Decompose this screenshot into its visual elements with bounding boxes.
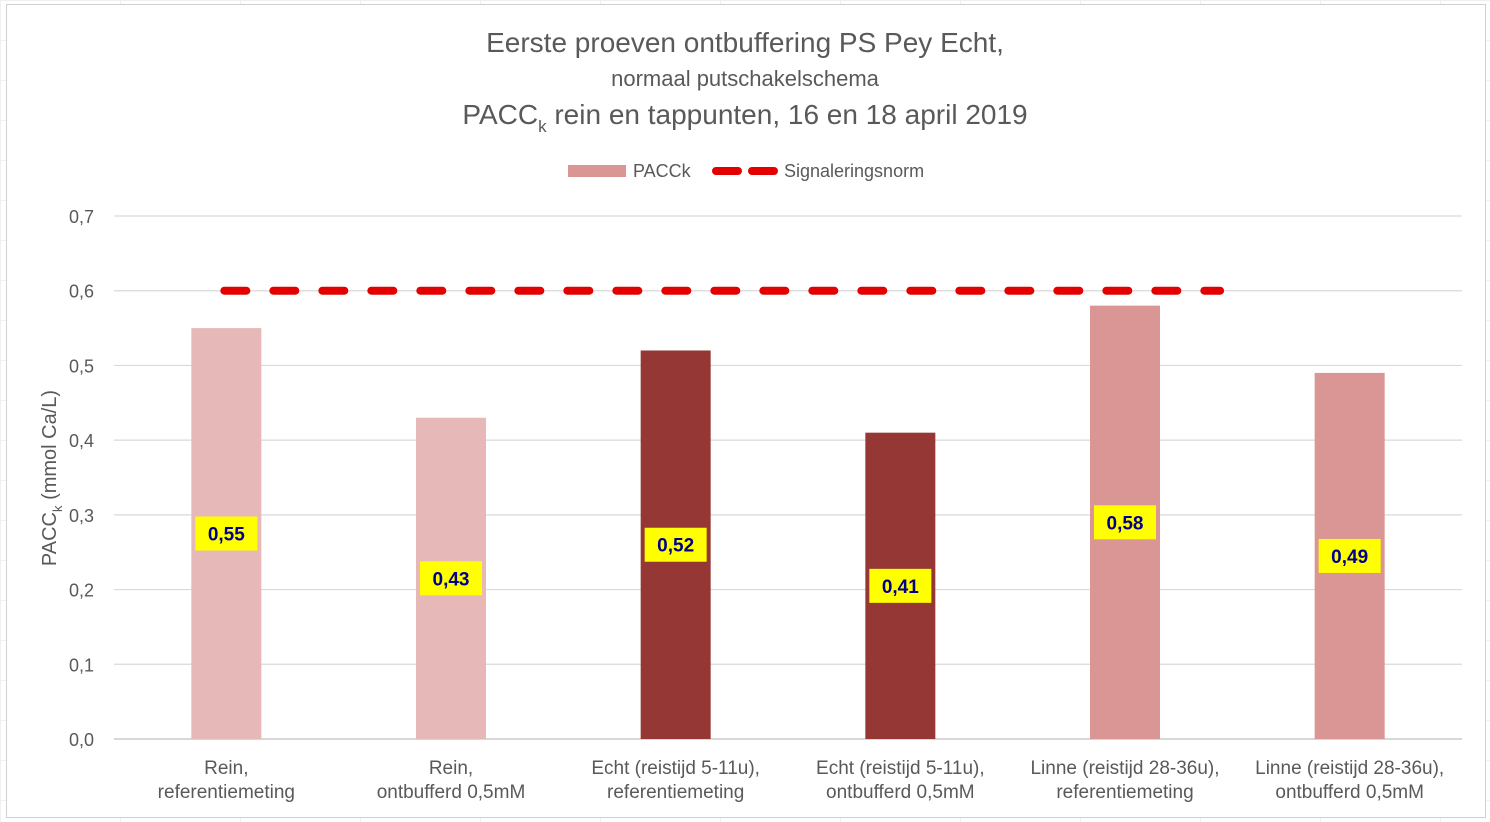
gridlines [114, 215, 1462, 740]
data-label-box [1318, 538, 1381, 573]
x-category-label-line: Echt (reistijd 5-11u), [591, 758, 760, 779]
x-category-label: Echt (reistijd 5-11u), referentiemeting [591, 758, 760, 803]
title-line-3-main: PACC [462, 99, 538, 130]
x-category-label-line: Linne (reistijd 28-36u), [1030, 758, 1219, 779]
x-category-label-line: referentiemeting [607, 782, 744, 803]
y-axis-tick-labels: 0,0 0,1 0,2 0,3 0,4 0,5 0,6 0,7 [69, 207, 94, 750]
x-category-label: Linne (reistijd 28-36u), ontbufferd 0,5mM [1255, 758, 1444, 803]
x-category-label-line: ontbufferd 0,5mM [377, 782, 526, 803]
title-line-3: PACCk rein en tappunten, 16 en 18 april … [462, 99, 1027, 136]
x-category-label-line: Rein, [204, 758, 248, 779]
y-axis-label-sub: k [50, 505, 65, 512]
title-line-3-rest: rein en tappunten, 16 en 18 april 2019 [547, 99, 1028, 130]
y-tick-label: 0,6 [69, 282, 94, 302]
chart-title: Eerste proeven ontbuffering PS Pey Echt,… [462, 27, 1027, 136]
x-category-label-line: Rein, [429, 758, 473, 779]
y-axis-label-main: PACC [39, 512, 61, 566]
title-line-3-sub: k [538, 117, 547, 136]
data-label: 0,52 [657, 536, 694, 557]
y-tick-label: 0,1 [69, 655, 94, 675]
x-category-label-line: referentiemeting [1056, 782, 1193, 803]
x-category-label-line: ontbufferd 0,5mM [1275, 782, 1424, 803]
y-axis-label: PACCk (mmol Ca/L) [39, 390, 65, 566]
x-category-label-line: Echt (reistijd 5-11u), [816, 758, 985, 779]
legend: PACCk Signaleringsnorm [568, 161, 924, 181]
data-label: 0,43 [433, 569, 470, 590]
x-category-label-line: ontbufferd 0,5mM [826, 782, 975, 803]
x-axis-category-labels: Rein, referentiemeting Rein, ontbufferd 0,5… [158, 758, 1445, 803]
x-category-label: Rein, referentiemeting [158, 758, 295, 803]
data-label: 0,58 [1107, 513, 1144, 534]
y-tick-label: 0,7 [69, 207, 94, 227]
legend-swatch-paccK [568, 165, 626, 177]
data-label-box [869, 568, 932, 603]
data-label: 0,55 [208, 525, 245, 546]
title-line-2: normaal putschakelschema [611, 66, 880, 91]
y-tick-label: 0,0 [69, 730, 94, 750]
x-category-label: Linne (reistijd 28-36u), referentiemeting [1030, 758, 1219, 803]
y-axis-label-rest: (mmol Ca/L) [39, 390, 61, 506]
data-labels: 0,55 0,43 0,52 0,41 0,58 0,49 [195, 505, 1381, 603]
bars [191, 305, 1385, 739]
y-tick-label: 0,4 [69, 431, 94, 451]
data-label-box [1094, 505, 1156, 540]
data-label-box [644, 527, 707, 562]
data-label-box [420, 561, 482, 596]
x-category-label: Rein, ontbufferd 0,5mM [377, 758, 526, 803]
y-tick-label: 0,2 [69, 581, 94, 601]
title-line-1: Eerste proeven ontbuffering PS Pey Echt, [486, 27, 1004, 58]
y-tick-label: 0,5 [69, 356, 94, 376]
data-label-box [195, 516, 258, 551]
legend-label-paccK: PACCk [633, 161, 692, 181]
x-category-label-line: Linne (reistijd 28-36u), [1255, 758, 1444, 779]
y-tick-label: 0,3 [69, 506, 94, 526]
data-label: 0,49 [1331, 547, 1368, 568]
x-category-label: Echt (reistijd 5-11u), ontbufferd 0,5mM [816, 758, 985, 803]
data-label: 0,41 [882, 577, 919, 598]
legend-label-norm: Signaleringsnorm [784, 161, 924, 181]
x-category-label-line: referentiemeting [158, 782, 295, 803]
